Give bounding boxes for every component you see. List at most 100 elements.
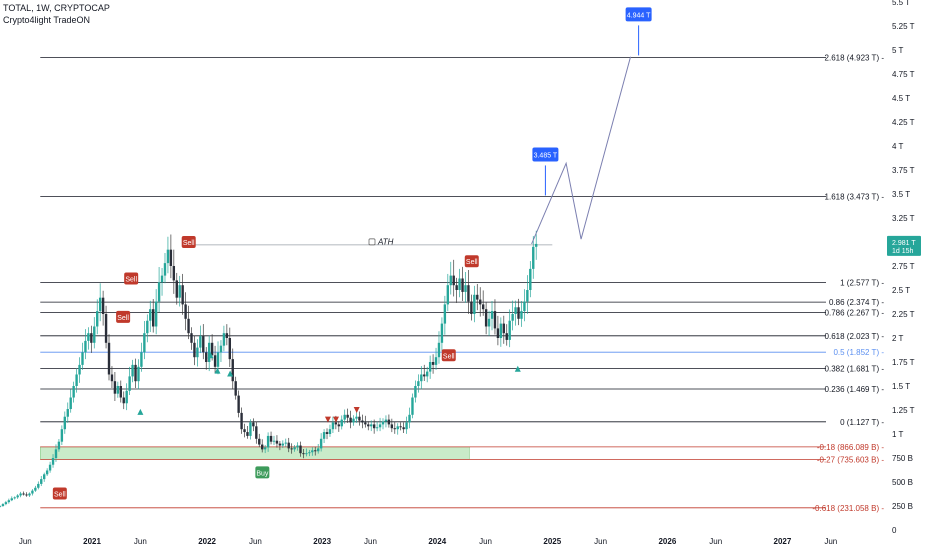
candle-body	[87, 333, 90, 341]
x-tick-label: 2024	[428, 537, 446, 546]
candle-body	[370, 424, 373, 427]
candle-body	[487, 318, 491, 327]
candle-body	[175, 280, 178, 298]
candle-body	[358, 416, 361, 421]
candle-body	[355, 416, 358, 419]
candle-body	[231, 359, 234, 382]
candle-body	[502, 323, 505, 334]
candle-body	[349, 417, 352, 423]
candle-body	[19, 493, 22, 496]
y-tick-label: 1.25 T	[892, 406, 915, 415]
candle-body	[378, 424, 382, 428]
candle-body	[346, 414, 349, 418]
candle-body	[384, 419, 388, 422]
candle-body	[37, 483, 40, 488]
candle-body	[190, 333, 193, 343]
candle-body	[396, 426, 399, 430]
candle-body	[101, 297, 105, 314]
y-tick-label: 4 T	[892, 142, 904, 151]
y-tick-label: 1.5 T	[892, 382, 910, 391]
candle-body	[152, 309, 155, 327]
candle-body	[461, 278, 464, 292]
candle-body	[405, 422, 408, 430]
y-tick-label: 250 B	[892, 502, 913, 511]
candle-body	[157, 282, 161, 302]
bar-countdown: 1d 15h	[892, 248, 914, 255]
candle-body	[199, 336, 202, 348]
candle-body	[184, 304, 187, 319]
candle-body	[287, 442, 290, 449]
fib-label: 0.786 (2.267 T) -	[825, 308, 885, 317]
candle-body	[213, 355, 217, 367]
candle-body	[340, 419, 343, 427]
candle-body	[28, 493, 31, 496]
y-tick-label: 5.5 T	[892, 0, 910, 7]
candle-body	[408, 414, 411, 423]
candle-body	[181, 285, 184, 305]
candle-body	[361, 420, 364, 423]
x-tick-label: Jun	[364, 537, 377, 546]
candle-body	[166, 249, 170, 264]
candle-body	[75, 374, 78, 386]
candle-body	[529, 268, 532, 290]
candle-body	[57, 441, 61, 450]
candle-body	[78, 364, 81, 375]
candle-body	[237, 395, 240, 413]
candle-body	[222, 333, 226, 346]
ath-checkbox-icon	[368, 238, 376, 246]
candle-body	[178, 285, 181, 298]
fib-label: 2.618 (4.923 T) -	[825, 53, 885, 62]
x-tick-label: Jun	[249, 537, 262, 546]
current-price-badge	[887, 235, 921, 256]
candle-body	[196, 347, 199, 358]
candle-body	[402, 427, 405, 430]
target-label: 4.944 T	[627, 12, 651, 19]
signal-label: Sell	[54, 492, 66, 499]
candle-body	[48, 464, 52, 471]
y-tick-label: 4.75 T	[892, 70, 915, 79]
candle-body	[470, 301, 473, 314]
candle-body	[337, 424, 341, 427]
candle-body	[316, 448, 320, 452]
candle-body	[331, 422, 335, 430]
candle-body	[399, 426, 402, 428]
target-badge	[625, 7, 652, 22]
candle-body	[255, 426, 258, 439]
x-tick-label: 2023	[313, 537, 331, 546]
fib-label: 0.5 (1.852 T) -	[833, 348, 884, 357]
current-price-label: 2.981 T	[892, 240, 916, 247]
sell-triangle-icon	[332, 416, 339, 423]
buy-signal	[255, 466, 270, 479]
candle-body	[428, 362, 432, 372]
chart-title: TOTAL, 1W, CRYPTOCAP	[3, 3, 110, 13]
fib-label: 1.618 (3.473 T) -	[825, 193, 885, 202]
candle-body	[104, 314, 108, 343]
sell-signal	[52, 487, 67, 500]
candle-body	[81, 352, 84, 365]
candle-body	[7, 500, 11, 503]
candle-body	[16, 495, 19, 498]
candle-body	[334, 422, 338, 425]
candle-body	[343, 414, 346, 420]
candle-body	[420, 374, 423, 382]
target-label: 3.485 T	[534, 152, 558, 159]
fib-label: 0.382 (1.681 T) -	[825, 365, 885, 374]
candle-body	[163, 263, 167, 276]
candle-body	[431, 362, 435, 365]
candle-body	[352, 418, 355, 423]
x-tick-label: Jun	[19, 537, 32, 546]
candle-body	[281, 443, 285, 446]
candle-body	[113, 381, 117, 394]
candle-body	[140, 352, 143, 367]
candle-body	[216, 352, 220, 367]
candle-body	[137, 366, 140, 382]
candle-body	[505, 333, 508, 340]
candle-body	[305, 453, 308, 455]
y-tick-label: 0	[892, 526, 897, 535]
candle-body	[443, 304, 447, 324]
candle-body	[319, 438, 323, 449]
candle-body	[458, 278, 461, 290]
candle-body	[449, 275, 452, 286]
candle-body	[499, 323, 503, 338]
